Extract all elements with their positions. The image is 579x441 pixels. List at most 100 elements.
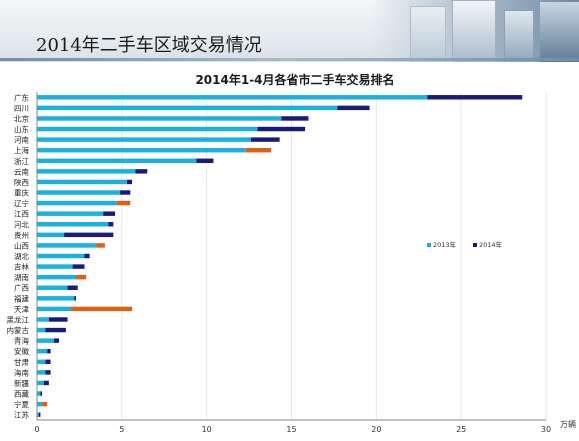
category-label-山东: 山东: [14, 124, 29, 134]
x-tick-label: 25: [456, 425, 466, 434]
chart-legend: 2013年 2014年: [427, 240, 503, 249]
bar-2014-重庆: [120, 190, 131, 195]
slide-banner: 2014年二手车区域交易情况: [0, 0, 579, 62]
x-axis-unit-label: 万辆: [560, 419, 576, 429]
bar-2014-陕西: [126, 179, 133, 185]
bar-2013-重庆: [37, 190, 121, 195]
bar-2014-贵州: [64, 232, 114, 238]
banner-city-image: [370, 0, 579, 62]
bar-2014-辽宁: [116, 200, 131, 206]
bar-2014-甘肃: [45, 359, 51, 365]
bar-2013-湖北: [37, 253, 85, 259]
bar-2014-福建: [74, 296, 77, 301]
category-label-辽宁: 辽宁: [14, 198, 29, 208]
bar-2014-天津: [70, 306, 133, 312]
bar-2013-河南: [37, 137, 251, 142]
category-label-安徽: 安徽: [14, 346, 29, 356]
bar-2013-黑龙江: [37, 317, 49, 322]
category-label-河南: 河南: [14, 135, 29, 145]
legend-swatch-1: [473, 243, 477, 247]
bar-2013-四川: [37, 105, 338, 111]
bar-2013-内蒙古: [37, 327, 46, 333]
category-label-天津: 天津: [14, 305, 29, 314]
bar-2013-广西: [37, 285, 68, 290]
category-label-新疆: 新疆: [14, 378, 29, 388]
bar-2014-河北: [108, 222, 114, 227]
category-label-西藏: 西藏: [14, 389, 29, 399]
category-label-广西: 广西: [14, 283, 29, 293]
bar-2014-山西: [96, 243, 105, 248]
bar-2013-辽宁: [37, 200, 117, 206]
category-label-江苏: 江苏: [14, 410, 29, 420]
category-label-广东: 广东: [14, 92, 29, 102]
chart-bars: [37, 95, 523, 417]
bar-2014-上海: [245, 147, 272, 153]
bar-2014-黑龙江: [48, 317, 68, 322]
category-label-四川: 四川: [14, 104, 29, 113]
category-label-浙江: 浙江: [14, 156, 29, 166]
bar-2014-西藏: [40, 391, 43, 396]
x-tick-label: 5: [119, 425, 124, 434]
bar-chart: 2014年1-4月各省市二手车交易排名 广东四川北京山东河南上海浙江云南陕西重庆…: [7, 72, 577, 434]
bar-2014-浙江: [196, 158, 214, 163]
bar-2014-江苏: [38, 412, 41, 417]
category-label-福建: 福建: [14, 293, 29, 303]
category-label-湖北: 湖北: [14, 252, 29, 261]
category-label-云南: 云南: [14, 166, 29, 176]
bar-2013-上海: [37, 147, 246, 153]
bar-2013-安徽: [37, 349, 48, 354]
category-label-宁夏: 宁夏: [14, 399, 29, 409]
bar-2014-新疆: [43, 380, 49, 386]
chart-title: 2014年1-4月各省市二手车交易排名: [195, 72, 394, 87]
x-tick-label: 15: [286, 425, 296, 434]
bar-2013-广东: [37, 95, 428, 100]
bar-2013-山东: [37, 126, 258, 132]
bar-2013-甘肃: [37, 359, 46, 365]
category-label-北京: 北京: [14, 113, 29, 123]
category-label-吉林: 吉林: [14, 262, 29, 272]
bar-2013-湖南: [37, 274, 77, 280]
bar-2014-云南: [135, 169, 148, 174]
category-label-甘肃: 甘肃: [14, 357, 29, 367]
bar-2013-吉林: [37, 264, 73, 269]
bar-2014-湖北: [84, 253, 90, 259]
bar-2013-江西: [37, 211, 104, 216]
bar-2013-河北: [37, 222, 109, 227]
bar-2014-吉林: [72, 264, 85, 269]
x-tick-label: 0: [34, 425, 39, 434]
category-label-贵州: 贵州: [14, 230, 29, 240]
category-label-青海: 青海: [14, 336, 29, 346]
x-tick-label: 10: [202, 425, 212, 434]
legend-label-0: 2013年: [433, 240, 457, 249]
bar-2013-福建: [37, 296, 75, 301]
bar-2013-云南: [37, 169, 136, 174]
bar-2013-海南: [37, 370, 46, 375]
bar-2014-四川: [337, 105, 370, 111]
bar-2013-贵州: [37, 232, 65, 238]
bar-2014-安徽: [47, 349, 51, 354]
bar-2013-新疆: [37, 380, 44, 386]
bar-2014-山东: [257, 126, 306, 132]
legend-label-1: 2014年: [479, 240, 503, 249]
category-label-江西: 江西: [14, 210, 29, 219]
x-tick-label: 30: [541, 425, 551, 434]
bar-2013-宁夏: [37, 401, 43, 407]
bar-2013-西藏: [37, 391, 41, 396]
category-label-湖南: 湖南: [14, 272, 29, 282]
bar-2014-宁夏: [42, 401, 48, 407]
bar-2014-广东: [427, 95, 523, 100]
bar-2014-湖南: [76, 274, 87, 280]
bar-2014-江西: [103, 211, 116, 216]
banner-divider: [0, 58, 579, 61]
x-tick-label: 20: [371, 425, 381, 434]
bar-2014-青海: [53, 338, 60, 343]
chart-grid: [36, 92, 547, 421]
category-label-重庆: 重庆: [14, 188, 29, 198]
bar-2013-江苏: [37, 412, 39, 417]
bar-2013-天津: [37, 306, 71, 312]
category-label-陕西: 陕西: [14, 177, 29, 187]
legend-swatch-0: [427, 243, 431, 247]
bar-2014-北京: [281, 116, 309, 121]
bar-2013-青海: [37, 338, 54, 343]
bar-2013-山西: [37, 243, 97, 248]
